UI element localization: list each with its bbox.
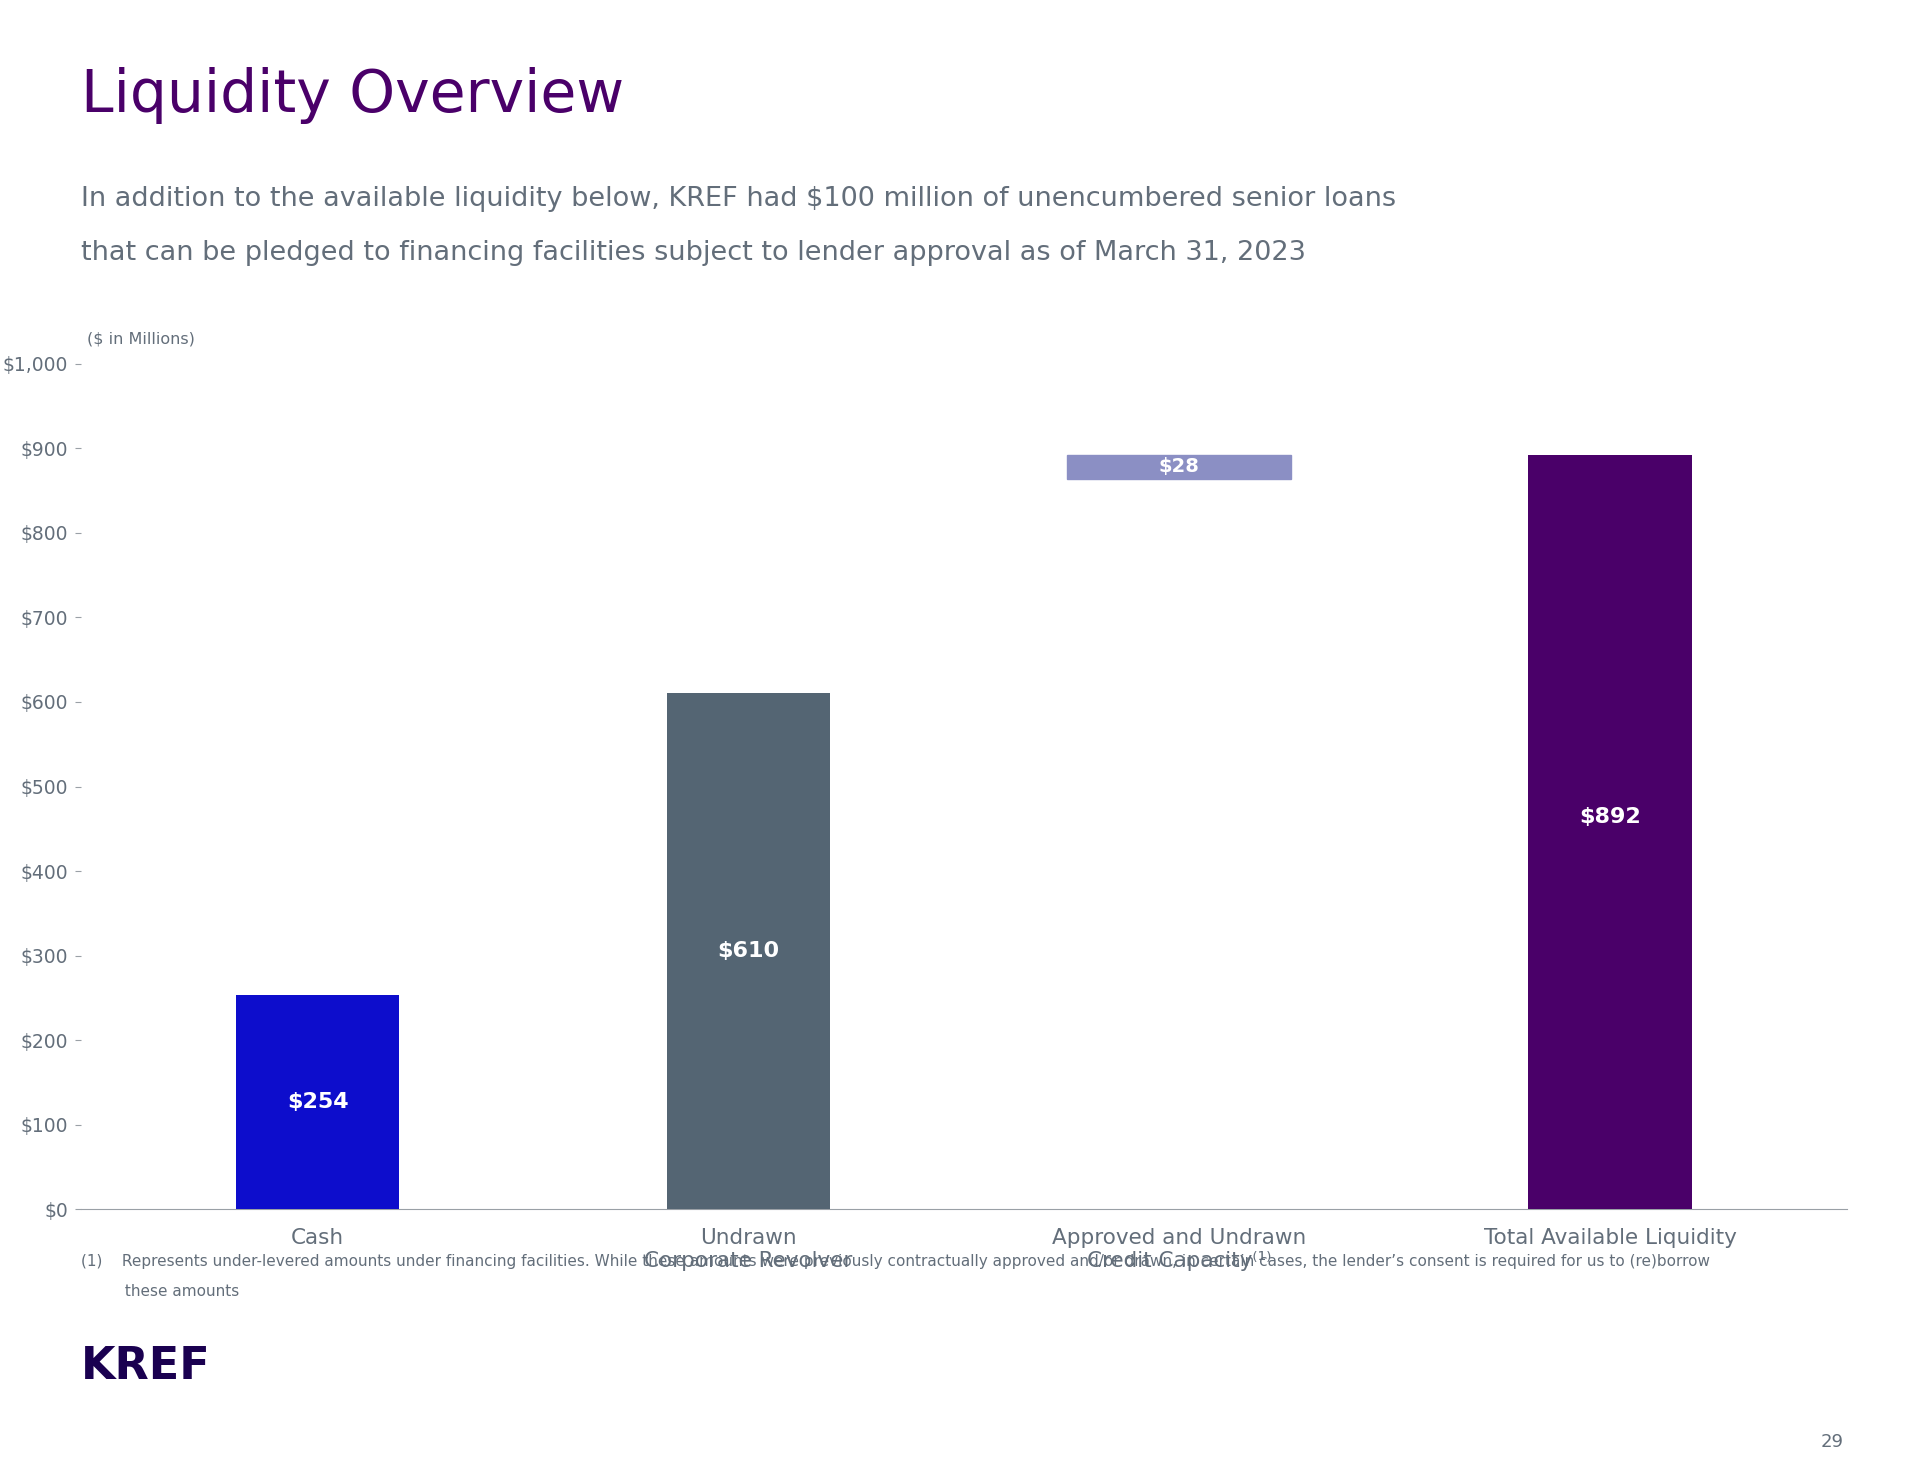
Text: Sources of Available Liquidity: Sources of Available Liquidity: [755, 313, 1173, 337]
Bar: [1068, 456, 1292, 479]
Text: $28: $28: [1160, 457, 1200, 476]
Bar: [236, 994, 399, 1209]
Bar: [666, 693, 829, 1209]
Bar: [1528, 456, 1692, 1209]
Text: ($ in Millions): ($ in Millions): [86, 331, 196, 347]
Text: that can be pledged to financing facilities subject to lender approval as of Mar: that can be pledged to financing facilit…: [81, 240, 1306, 267]
Text: KREF: KREF: [81, 1345, 211, 1388]
Text: $892: $892: [1580, 807, 1642, 827]
Text: $610: $610: [718, 941, 780, 962]
Text: 29: 29: [1820, 1434, 1843, 1451]
Text: (1)    Represents under-levered amounts under financing facilities. While these : (1) Represents under-levered amounts und…: [81, 1254, 1709, 1269]
Text: $254: $254: [286, 1092, 348, 1112]
Text: In addition to the available liquidity below, KREF had $100 million of unencumbe: In addition to the available liquidity b…: [81, 186, 1396, 212]
Text: these amounts: these amounts: [81, 1284, 238, 1298]
Text: Liquidity Overview: Liquidity Overview: [81, 67, 624, 123]
